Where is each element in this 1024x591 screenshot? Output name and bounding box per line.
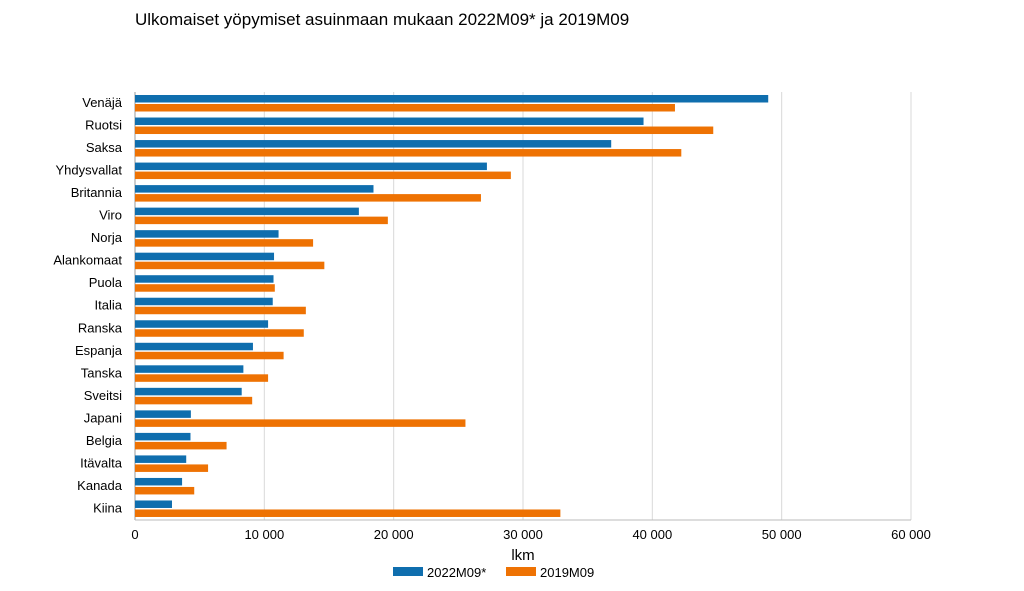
x-axis-title: lkm <box>511 547 534 564</box>
category-label: Espanja <box>75 343 123 358</box>
bar-2022 <box>135 365 244 373</box>
category-label: Puola <box>89 275 123 290</box>
bar-2022 <box>135 477 183 486</box>
category-label: Britannia <box>71 185 123 200</box>
category-label: Itävalta <box>80 455 123 470</box>
bar-2019 <box>135 239 314 247</box>
bar-2022 <box>135 162 487 171</box>
category-label: Saksa <box>86 140 123 155</box>
bar-2022 <box>135 230 279 238</box>
x-tick-label: 0 <box>131 527 138 542</box>
bar-2019 <box>135 104 675 112</box>
bar-2019 <box>135 464 209 472</box>
category-label: Ruotsi <box>85 118 122 133</box>
category-label: Italia <box>95 298 123 313</box>
bar-2019 <box>135 486 195 495</box>
bar-2019 <box>135 216 388 225</box>
bar-2022 <box>135 387 242 396</box>
chart-title: Ulkomaiset yöpymiset asuinmaan mukaan 20… <box>135 10 630 29</box>
bar-2022 <box>135 117 644 126</box>
bar-2022 <box>135 342 253 351</box>
x-tick-label: 20 000 <box>374 527 414 542</box>
bar-2022 <box>135 432 191 441</box>
category-label: Kanada <box>77 478 123 493</box>
x-tick-label: 50 000 <box>762 527 802 542</box>
bar-2022 <box>135 207 359 216</box>
bar-2022 <box>135 140 612 148</box>
legend-swatch <box>506 567 536 576</box>
category-label: Norja <box>91 230 123 245</box>
x-tick-label: 30 000 <box>503 527 543 542</box>
bar-2022 <box>135 410 191 418</box>
x-tick-label: 10 000 <box>244 527 284 542</box>
x-tick-label: 40 000 <box>632 527 672 542</box>
bar-2019 <box>135 396 253 405</box>
category-label: Belgia <box>86 433 123 448</box>
category-label: Venäjä <box>82 95 123 110</box>
category-label: Yhdysvallat <box>56 163 123 178</box>
bar-2022 <box>135 500 172 508</box>
bar-2019 <box>135 126 714 135</box>
bar-2019 <box>135 419 466 427</box>
bar-2022 <box>135 95 769 103</box>
category-label: Tanska <box>81 365 123 380</box>
bar-2019 <box>135 306 306 315</box>
bar-2022 <box>135 297 273 306</box>
category-label: Alankomaat <box>53 253 122 268</box>
bar-2019 <box>135 374 269 382</box>
legend-swatch <box>393 567 423 576</box>
category-label: Sveitsi <box>84 388 122 403</box>
category-label: Viro <box>99 208 122 223</box>
bar-2022 <box>135 275 274 283</box>
bar-2022 <box>135 252 275 261</box>
bar-2022 <box>135 185 374 193</box>
bar-2019 <box>135 329 304 337</box>
category-label: Japani <box>84 410 122 425</box>
bar-2019 <box>135 351 284 360</box>
category-label: Ranska <box>78 320 123 335</box>
category-label: Kiina <box>93 500 123 515</box>
bar-2019 <box>135 194 481 202</box>
bar-2019 <box>135 149 682 157</box>
legend-label: 2019M09 <box>540 565 594 580</box>
bar-2019 <box>135 261 325 270</box>
legend-label: 2022M09* <box>427 565 486 580</box>
bar-2019 <box>135 171 511 180</box>
bar-2022 <box>135 320 269 328</box>
bar-2019 <box>135 441 227 450</box>
bar-2019 <box>135 509 561 517</box>
bar-2019 <box>135 284 275 292</box>
bar-2022 <box>135 455 187 463</box>
x-tick-label: 60 000 <box>891 527 931 542</box>
